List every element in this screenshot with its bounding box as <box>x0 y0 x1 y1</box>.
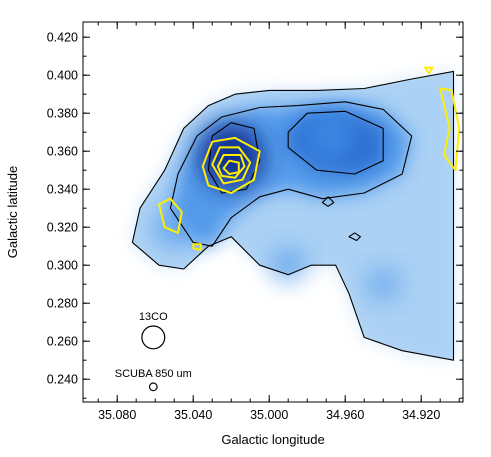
emission-peak <box>154 207 195 248</box>
x-tick-label: 35.040 <box>174 408 212 422</box>
x-tick-label: 35.080 <box>98 408 136 422</box>
y-tick-label: 0.420 <box>47 31 78 45</box>
contour-13co-line <box>169 101 413 247</box>
contour-13co-line <box>131 70 455 361</box>
y-axis-title: Galactic latitude <box>5 166 20 259</box>
x-tick-label: 35.000 <box>250 408 288 422</box>
y-tick-label: 0.360 <box>47 145 78 159</box>
contour-scuba-line <box>211 146 252 185</box>
y-tick-label: 0.340 <box>47 183 78 197</box>
y-tick-label: 0.240 <box>47 373 78 387</box>
emission-peak <box>366 267 400 301</box>
x-axis-title: Galactic longitude <box>221 432 324 447</box>
y-tick-label: 0.260 <box>47 335 78 349</box>
contour-scuba-line <box>222 159 240 175</box>
contour-13co-line <box>287 110 384 175</box>
contour-scuba-line <box>424 66 434 75</box>
emission-peak <box>304 110 356 162</box>
x-tick-label: 34.920 <box>402 408 440 422</box>
beam-circle <box>148 382 158 392</box>
x-tick-label: 34.960 <box>326 408 364 422</box>
contour-13co-line <box>348 232 361 242</box>
contour-13co-line <box>207 122 261 194</box>
contour-scuba-line <box>201 136 261 194</box>
contours-scuba-850 <box>158 66 461 251</box>
contour-scuba-line <box>158 197 183 234</box>
contour-scuba-line <box>216 154 246 179</box>
contour-scuba-line <box>439 87 461 172</box>
y-tick-label: 0.400 <box>47 69 78 83</box>
beam-markers: 13CO SCUBA 850 um <box>115 311 192 392</box>
y-tick-label: 0.320 <box>47 221 78 235</box>
plot-frame <box>82 21 464 403</box>
beam-label: 13CO <box>139 311 168 323</box>
contour-scuba-line <box>192 243 202 251</box>
emission-peak <box>270 247 306 283</box>
contour-13co-line <box>321 196 335 207</box>
beam-circle <box>141 325 166 350</box>
y-tick-label: 0.280 <box>47 297 78 311</box>
contours-13co <box>131 70 455 361</box>
y-tick-label: 0.300 <box>47 259 78 273</box>
beam-label: SCUBA 850 um <box>115 368 192 380</box>
y-tick-label: 0.380 <box>47 107 78 121</box>
axis-ticks: 35.080 35.040 35.000 34.960 34.920 0.240 0.260… <box>47 22 463 422</box>
